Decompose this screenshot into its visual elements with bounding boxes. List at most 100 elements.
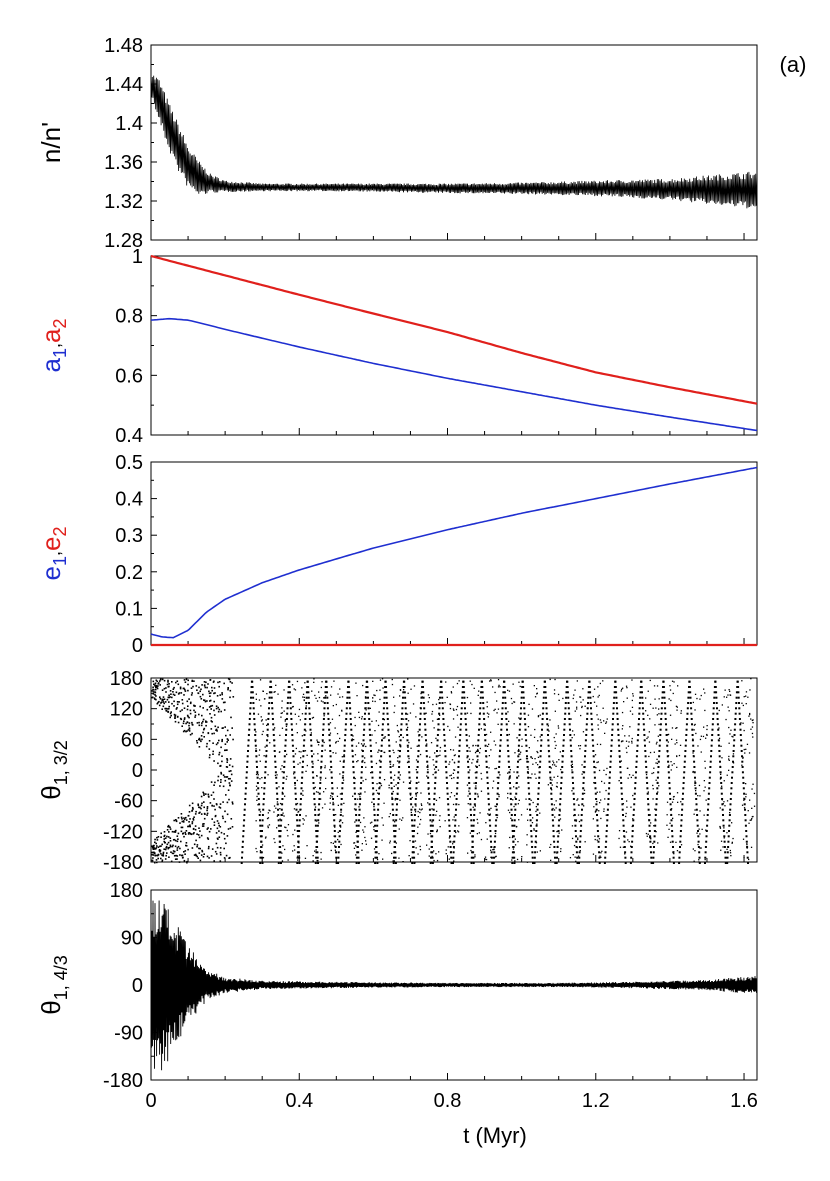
scatter-point xyxy=(634,776,637,779)
scatter-point xyxy=(455,831,457,834)
scatter-point xyxy=(198,737,201,740)
scatter-point xyxy=(629,726,631,728)
scatter-point xyxy=(365,766,367,768)
scatter-point xyxy=(243,808,246,811)
scatter-point xyxy=(206,814,208,816)
scatter-point xyxy=(345,712,348,715)
scatter-point xyxy=(214,781,216,784)
scatter-point xyxy=(168,683,170,685)
scatter-point xyxy=(646,782,649,784)
scatter-point xyxy=(209,713,211,715)
scatter-point xyxy=(406,739,409,742)
scatter-point xyxy=(445,853,447,855)
scatter-point xyxy=(658,708,660,710)
scatter-point xyxy=(259,856,262,859)
panel-label: (a) xyxy=(780,52,807,77)
scatter-point xyxy=(472,856,475,859)
scatter-point xyxy=(397,749,399,752)
scatter-point xyxy=(571,769,573,771)
scatter-point xyxy=(517,755,520,758)
scatter-point xyxy=(494,830,497,832)
scatter-point xyxy=(589,691,592,694)
scatter-point xyxy=(613,696,616,699)
scatter-point xyxy=(474,856,476,858)
scatter-point xyxy=(689,691,692,694)
scatter-point xyxy=(305,691,308,694)
scatter-point xyxy=(577,838,579,841)
scatter-point xyxy=(339,814,342,816)
scatter-point xyxy=(188,724,190,727)
scatter-point xyxy=(455,803,458,806)
scatter-point xyxy=(568,718,571,720)
scatter-point xyxy=(599,719,602,721)
scatter-point xyxy=(507,809,510,811)
scatter-point xyxy=(247,744,250,747)
scatter-point xyxy=(431,835,434,838)
scatter-point xyxy=(721,798,724,800)
scatter-point xyxy=(279,840,281,843)
scatter-point xyxy=(396,760,399,762)
scatter-point xyxy=(520,707,522,710)
scatter-point xyxy=(383,691,386,694)
scatter-point xyxy=(524,728,527,731)
scatter-point xyxy=(666,751,669,753)
scatter-point xyxy=(411,796,413,799)
scatter-point xyxy=(399,750,401,752)
scatter-point xyxy=(228,770,231,773)
scatter-point xyxy=(219,851,222,854)
scatter-point xyxy=(422,686,424,688)
scatter-point xyxy=(450,691,452,693)
scatter-point xyxy=(229,681,232,683)
scatter-point xyxy=(323,715,325,717)
scatter-point xyxy=(694,709,696,711)
scatter-point xyxy=(694,787,697,790)
scatter-point xyxy=(485,760,488,763)
scatter-point xyxy=(278,786,280,788)
scatter-point xyxy=(466,817,469,819)
scatter-point xyxy=(281,765,283,767)
scatter-point xyxy=(276,827,278,829)
scatter-point xyxy=(224,726,226,728)
scatter-point xyxy=(701,828,703,830)
scatter-point xyxy=(625,812,627,815)
scatter-point xyxy=(647,833,649,835)
scatter-point xyxy=(198,827,200,829)
scatter-point xyxy=(182,722,185,725)
scatter-point xyxy=(208,706,211,708)
scatter-point xyxy=(160,857,162,860)
scatter-point xyxy=(182,821,185,823)
scatter-point xyxy=(481,696,484,699)
scatter-point xyxy=(608,782,611,784)
scatter-point xyxy=(551,789,553,791)
scatter-point xyxy=(733,728,736,731)
scatter-point xyxy=(667,836,669,838)
scatter-point xyxy=(189,833,192,835)
scatter-point xyxy=(652,842,654,845)
scatter-point xyxy=(447,808,450,811)
scatter-point xyxy=(643,734,646,736)
scatter-point xyxy=(339,760,341,762)
scatter-point xyxy=(490,840,492,843)
scatter-point xyxy=(365,843,367,845)
scatter-point xyxy=(680,710,682,712)
scatter-point xyxy=(518,775,520,777)
scatter-point xyxy=(660,712,663,715)
scatter-point xyxy=(212,753,214,755)
scatter-point xyxy=(372,798,375,800)
scatter-point xyxy=(337,838,339,841)
scatter-point xyxy=(638,718,640,720)
scatter-point xyxy=(298,708,301,711)
scatter-point xyxy=(683,760,686,763)
scatter-point xyxy=(187,832,190,834)
scatter-point xyxy=(437,769,440,771)
scatter-point xyxy=(604,856,607,859)
scatter-point xyxy=(305,696,308,699)
scatter-point xyxy=(715,691,718,694)
scatter-point xyxy=(344,734,347,736)
scatter-point xyxy=(549,776,552,779)
scatter-point xyxy=(592,744,595,747)
scatter-point xyxy=(711,728,714,731)
scatter-point xyxy=(597,724,599,726)
scatter-point xyxy=(178,701,180,703)
